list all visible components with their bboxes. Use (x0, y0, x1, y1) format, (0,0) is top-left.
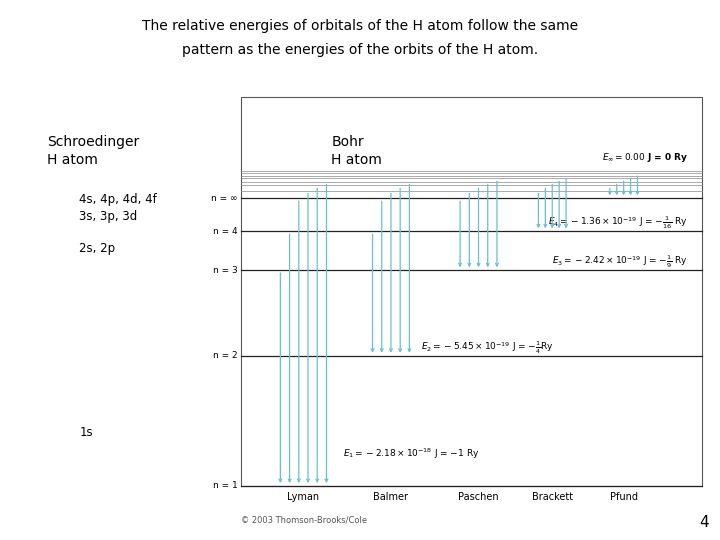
Text: Paschen: Paschen (458, 492, 499, 503)
Text: n = 1: n = 1 (213, 482, 238, 490)
Text: Lyman: Lyman (287, 492, 320, 503)
Text: $E_4 = -1.36 \times 10^{-19}$ J = $-\frac{1}{16}$ Ry: $E_4 = -1.36 \times 10^{-19}$ J = $-\fra… (549, 214, 688, 231)
Text: 4s, 4p, 4d, 4f
3s, 3p, 3d: 4s, 4p, 4d, 4f 3s, 3p, 3d (79, 193, 157, 223)
Text: 1s: 1s (79, 426, 93, 438)
Text: $E_3 = -2.42 \times 10^{-19}$ J = $-\frac{1}{9}$ Ry: $E_3 = -2.42 \times 10^{-19}$ J = $-\fra… (552, 253, 688, 270)
Text: The relative energies of orbitals of the H atom follow the same: The relative energies of orbitals of the… (142, 19, 578, 33)
Text: $E_2 = -5.45 \times 10^{-19}$ J = $-\frac{1}{4}$Ry: $E_2 = -5.45 \times 10^{-19}$ J = $-\fra… (421, 339, 554, 356)
Text: Brackett: Brackett (531, 492, 573, 503)
Text: 2s, 2p: 2s, 2p (79, 242, 115, 255)
Text: $E_1 = -2.18 \times 10^{-18}$ J = $-1$ Ry: $E_1 = -2.18 \times 10^{-18}$ J = $-1$ R… (343, 447, 479, 461)
Bar (241, 97, 702, 486)
Text: Schroedinger
H atom: Schroedinger H atom (47, 135, 139, 167)
Text: $E_{\infty} = 0.00$ J = 0 Ry: $E_{\infty} = 0.00$ J = 0 Ry (602, 151, 688, 164)
Text: Pfund: Pfund (610, 492, 638, 503)
Text: pattern as the energies of the orbits of the H atom.: pattern as the energies of the orbits of… (182, 43, 538, 57)
Text: Balmer: Balmer (374, 492, 408, 503)
Text: n = 4: n = 4 (213, 227, 238, 236)
Text: 4: 4 (700, 515, 709, 530)
Text: n = 3: n = 3 (213, 266, 238, 275)
Text: n = ∞: n = ∞ (211, 194, 238, 203)
Text: Bohr
H atom: Bohr H atom (331, 135, 382, 167)
Text: n = 2: n = 2 (213, 351, 238, 360)
Text: © 2003 Thomson-Brooks/Cole: © 2003 Thomson-Brooks/Cole (241, 516, 367, 525)
